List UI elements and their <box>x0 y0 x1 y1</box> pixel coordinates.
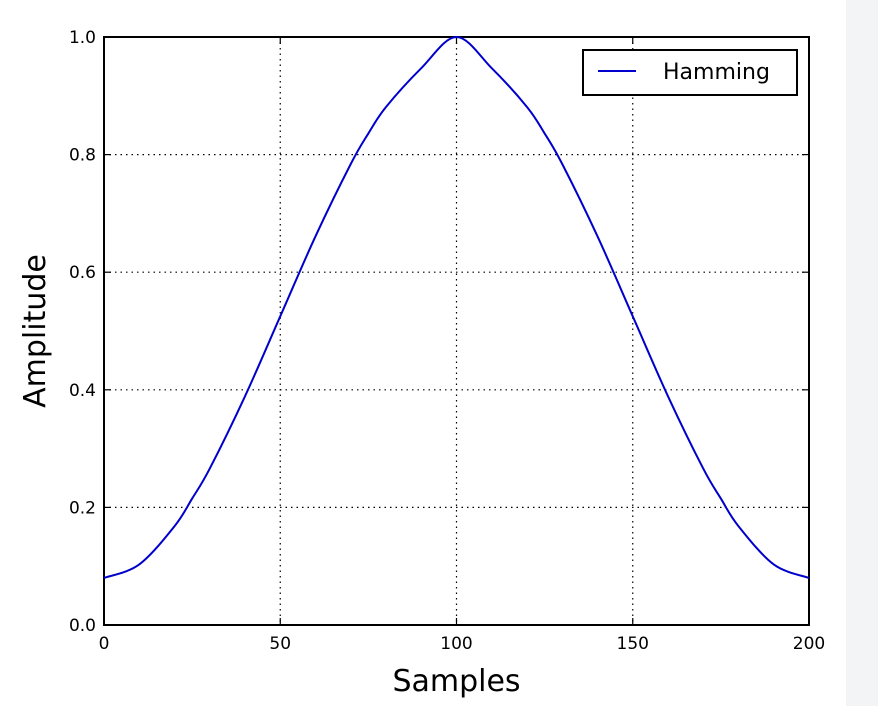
y-tick-label: 0.6 <box>69 263 96 283</box>
y-tick-label: 0.2 <box>69 498 96 518</box>
y-tick-labels: 0.0 0.2 0.4 0.6 0.8 1.0 <box>69 28 96 636</box>
series-lines <box>103 35 810 579</box>
y-tick-label: 0.4 <box>69 381 96 401</box>
series-line-hamming <box>103 35 810 579</box>
legend-label-hamming: Hamming <box>663 60 770 85</box>
y-tick-label: 1.0 <box>69 28 96 48</box>
x-axis-label: Samples <box>392 664 520 699</box>
x-tick-label: 100 <box>440 634 472 654</box>
legend: Hamming <box>582 49 798 96</box>
legend-box <box>582 49 798 96</box>
y-tick-label: 0.0 <box>69 616 96 636</box>
x-tick-label: 50 <box>269 634 291 654</box>
grid-lines <box>104 37 809 625</box>
x-tick-label: 0 <box>99 634 110 654</box>
x-tick-labels: 0 50 100 150 200 <box>99 634 826 654</box>
axis-ticks <box>103 36 810 626</box>
x-tick-label: 150 <box>617 634 649 654</box>
page-edge-strip <box>846 0 878 706</box>
y-tick-label: 0.8 <box>69 146 96 166</box>
x-tick-label: 200 <box>793 634 825 654</box>
y-axis-label: Amplitude <box>18 254 53 408</box>
